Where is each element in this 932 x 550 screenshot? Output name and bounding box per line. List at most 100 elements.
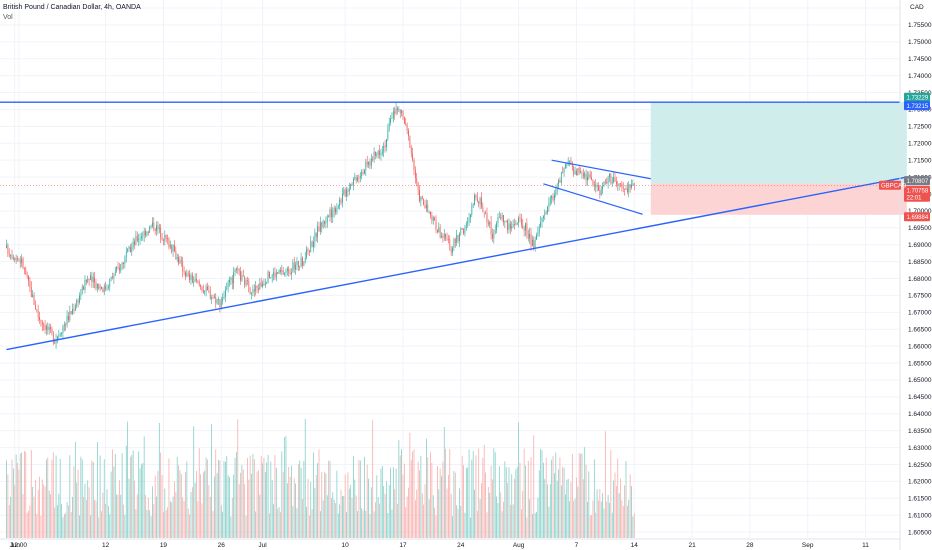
volume-bar <box>149 510 151 538</box>
candle-body <box>284 272 285 275</box>
volume-bar <box>227 475 229 538</box>
volume-bar <box>409 432 411 538</box>
candle-body <box>134 241 135 245</box>
candle-body <box>223 296 225 299</box>
volume-bar <box>376 475 378 538</box>
candle-body <box>397 108 398 111</box>
position-zones[interactable] <box>650 101 907 215</box>
drawn-lines[interactable] <box>0 101 907 351</box>
candle-body <box>212 297 214 299</box>
candle-body <box>340 199 342 203</box>
candle-body <box>198 282 200 286</box>
volume-bar <box>508 467 510 538</box>
candle-body <box>183 271 185 273</box>
candle-body <box>80 294 82 296</box>
volume-bar <box>372 420 374 538</box>
candle-body <box>314 232 316 242</box>
candle-body <box>44 325 46 330</box>
candle-body <box>442 235 444 238</box>
candle-body <box>492 234 493 239</box>
price-tick-label: 1.61000 <box>908 512 932 519</box>
volume-bar <box>618 493 620 538</box>
candle-body <box>350 184 352 189</box>
candle-body <box>348 188 350 192</box>
volume-bar <box>271 480 273 538</box>
volume-bar <box>292 506 294 538</box>
volume-bar <box>511 474 513 538</box>
price-tick-label: 1.64500 <box>908 394 932 401</box>
candle-body <box>470 214 471 218</box>
candle-body <box>125 251 127 258</box>
candle-body <box>190 274 192 280</box>
volume-bar <box>152 486 153 538</box>
candle-body <box>409 135 411 148</box>
candle-body <box>149 226 151 233</box>
volume-bar <box>311 509 313 538</box>
support-trendline[interactable] <box>6 176 907 351</box>
volume-bar <box>124 514 126 538</box>
volume-bar <box>399 455 401 538</box>
volume-bar <box>194 482 196 538</box>
volume-bar <box>191 487 193 538</box>
candle-body <box>505 220 507 222</box>
volume-bar <box>103 459 105 538</box>
volume-bar <box>626 505 628 538</box>
volume-bar <box>7 474 9 538</box>
candle-body <box>248 280 250 292</box>
candle-body <box>52 333 54 343</box>
volume-bar <box>87 480 89 538</box>
volume-bar <box>127 421 129 538</box>
candle-body <box>551 195 553 199</box>
candle-body <box>525 223 526 231</box>
candle-body <box>251 292 252 294</box>
volume-bar <box>119 480 120 538</box>
volume-bar <box>476 510 478 538</box>
volume-bar <box>526 517 528 538</box>
candle-body <box>182 261 184 272</box>
volume-bar <box>351 497 353 538</box>
candle-body <box>10 254 12 256</box>
candle-body <box>372 158 374 160</box>
candle-body <box>555 191 557 195</box>
volume-bar <box>593 459 595 538</box>
channel-upper-line[interactable] <box>551 159 651 180</box>
volume-bar <box>256 471 258 538</box>
price-axis[interactable]: CAD1.755001.750001.745001.740001.735001.… <box>879 0 932 550</box>
volume-bar <box>610 450 612 538</box>
volume-bar <box>11 459 13 538</box>
candle-body <box>244 276 246 286</box>
volume-bar <box>270 461 272 538</box>
candle-body <box>21 258 23 264</box>
target-zone[interactable] <box>650 101 907 184</box>
candle-body <box>431 215 433 221</box>
volume-bar <box>516 467 518 538</box>
volume-bar <box>57 505 58 538</box>
volume-bar <box>174 481 175 538</box>
volume-bar <box>92 462 94 538</box>
candle-body <box>611 182 613 184</box>
volume-bar <box>266 462 268 538</box>
volume-bar <box>134 480 135 538</box>
channel-lower-line[interactable] <box>543 183 643 215</box>
candle-body <box>482 206 484 212</box>
volume-bar <box>113 466 115 538</box>
candle-body <box>99 286 101 289</box>
volume-bar <box>142 463 144 538</box>
chart-header: British Pound / Canadian Dollar, 4h, OAN… <box>3 3 141 23</box>
volume-bar <box>530 456 532 538</box>
volume-bar <box>362 510 364 538</box>
candle-body <box>540 222 542 227</box>
candle-body <box>48 327 50 331</box>
volume-bar <box>435 515 437 538</box>
volume-bar <box>36 513 38 538</box>
price-tick-label: 1.70000 <box>908 208 932 215</box>
volume-bar <box>317 463 319 538</box>
stop-zone[interactable] <box>650 183 907 215</box>
candle-body <box>419 190 420 201</box>
volume-bar <box>438 489 440 538</box>
current-price-tag: 1.70758 <box>907 188 929 194</box>
candle-body <box>516 222 518 224</box>
volume-bar <box>139 468 141 538</box>
